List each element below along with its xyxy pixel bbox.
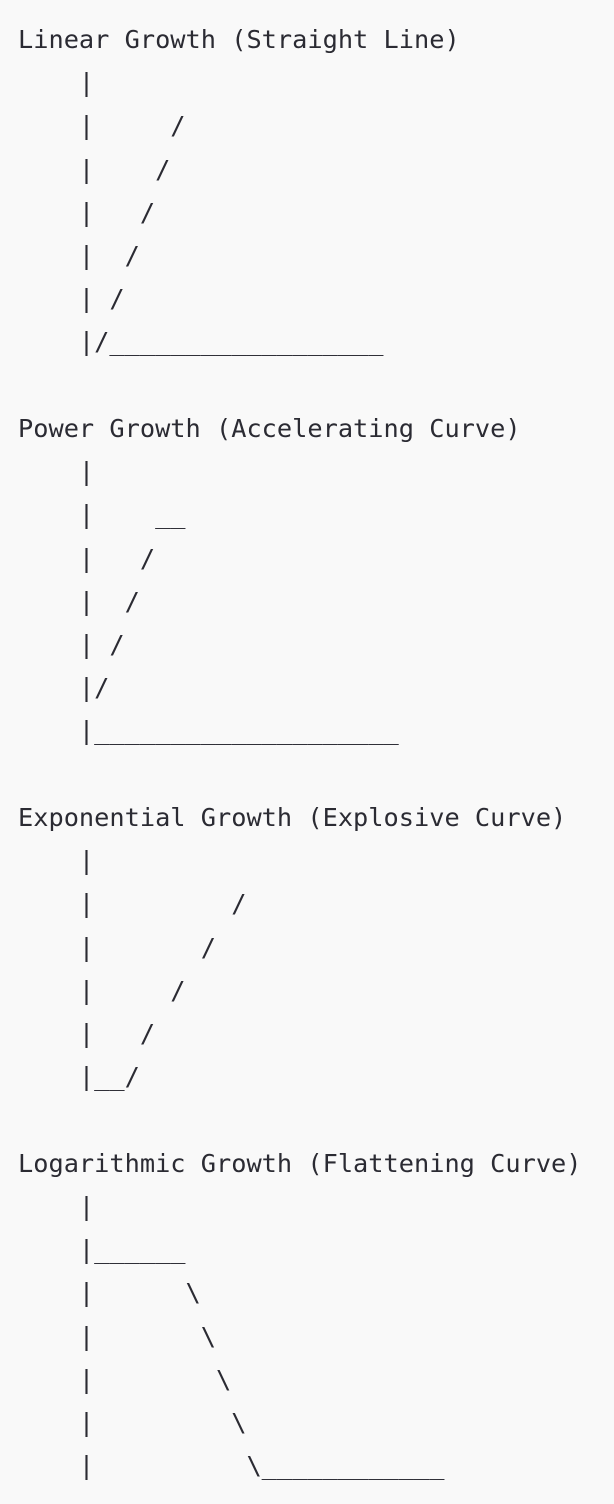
diagram-line: | / [18, 284, 125, 314]
diagram-line: | / [18, 889, 247, 919]
diagram-line: | / [18, 543, 156, 573]
logarithmic-growth-diagram: Logarithmic Growth (Flattening Curve) | … [18, 1142, 614, 1488]
diagram-line: |/__________________ [18, 327, 384, 357]
diagram-line: |/ [18, 673, 110, 703]
diagram-line: | \ [18, 1278, 201, 1308]
diagram-line: | [18, 457, 95, 487]
exponential-growth-diagram: Exponential Growth (Explosive Curve) | |… [18, 796, 614, 1098]
diagram-line: | / [18, 1018, 156, 1048]
diagram-title: Exponential Growth (Explosive Curve) [18, 803, 567, 832]
diagram-line: | / [18, 975, 186, 1005]
diagram-line: | / [18, 154, 171, 184]
diagram-line: | \____________ [18, 1451, 445, 1481]
diagram-line: |__/ [18, 1062, 140, 1092]
diagram-title: Linear Growth (Straight Line) [18, 25, 460, 54]
diagram-line: | / [18, 111, 186, 141]
diagram-line: | [18, 1192, 95, 1221]
diagram-line: | / [18, 240, 140, 270]
diagram-line: | __ [18, 500, 186, 530]
diagram-line: | \ [18, 1321, 216, 1351]
power-growth-diagram: Power Growth (Accelerating Curve) | | __… [18, 407, 614, 753]
diagram-line: | / [18, 197, 156, 227]
diagram-line: | [18, 846, 95, 876]
diagram-title: Logarithmic Growth (Flattening Curve) [18, 1148, 582, 1178]
diagram-line: | \ [18, 1364, 232, 1394]
diagram-line: | / [18, 629, 125, 659]
diagram-line: | \ [18, 1407, 247, 1437]
diagram-title: Power Growth (Accelerating Curve) [18, 414, 521, 443]
ascii-diagram-document: Linear Growth (Straight Line) | | / | / … [18, 18, 614, 1487]
diagram-line: |____________________ [18, 716, 399, 746]
linear-growth-diagram: Linear Growth (Straight Line) | | / | / … [18, 18, 614, 364]
diagram-line: | / [18, 586, 140, 616]
diagram-line: |______ [18, 1235, 186, 1265]
diagram-line: | [18, 68, 95, 98]
diagram-line: | / [18, 932, 216, 962]
